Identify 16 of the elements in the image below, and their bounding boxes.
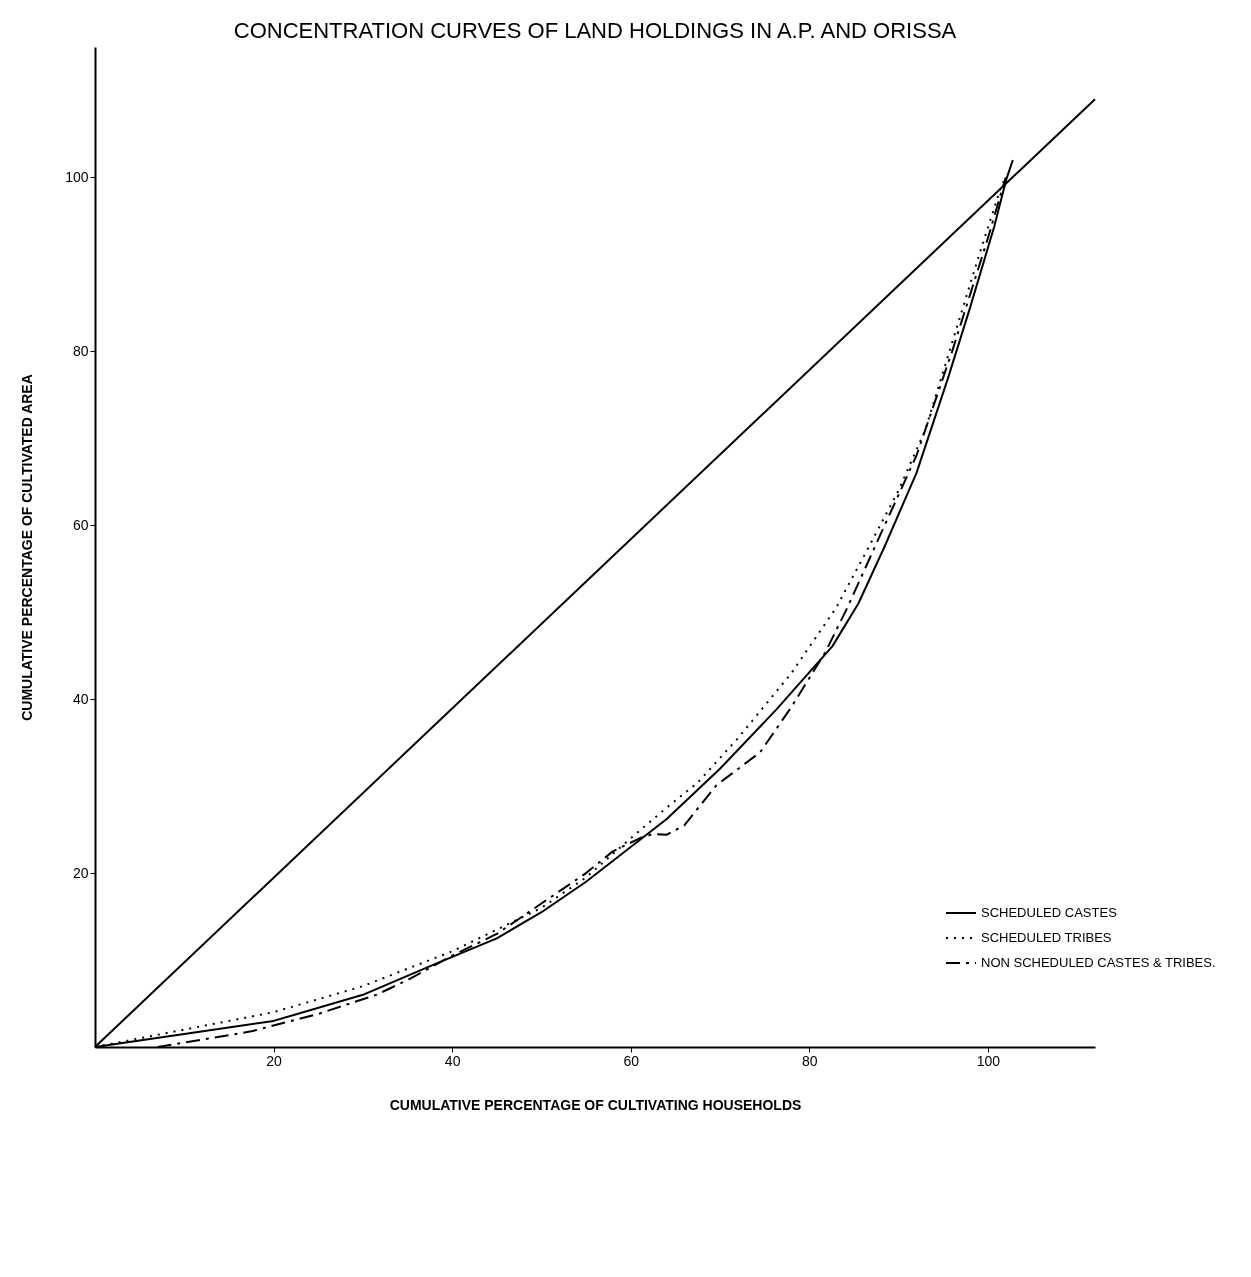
legend-label: NON SCHEDULED CASTES & TRIBES. bbox=[981, 955, 1216, 970]
x-axis-title: CUMULATIVE PERCENTAGE OF CULTIVATING HOUSEHOLDS bbox=[389, 1096, 802, 1113]
y-tick-label: 20 bbox=[72, 864, 89, 881]
x-tick-label: 80 bbox=[802, 1052, 818, 1069]
legend-label: SCHEDULED CASTES bbox=[981, 905, 1118, 920]
x-tick-label: 20 bbox=[266, 1052, 283, 1069]
x-tick-label: 60 bbox=[623, 1052, 640, 1069]
y-tick-label: 80 bbox=[72, 342, 89, 359]
y-tick-label: 100 bbox=[65, 168, 89, 185]
y-tick-label: 40 bbox=[72, 690, 89, 707]
chart-title: CONCENTRATION CURVES OF LAND HOLDINGS IN A.P. AND ORISSA bbox=[233, 18, 957, 43]
legend-label: SCHEDULED TRIBES bbox=[981, 930, 1112, 945]
y-tick-label: 60 bbox=[72, 516, 89, 533]
x-tick-label: 40 bbox=[444, 1052, 461, 1069]
y-axis-title: CUMULATIVE PERCENTAGE OF CULTIVATED AREA bbox=[19, 374, 36, 721]
x-tick-label: 100 bbox=[976, 1052, 1001, 1069]
